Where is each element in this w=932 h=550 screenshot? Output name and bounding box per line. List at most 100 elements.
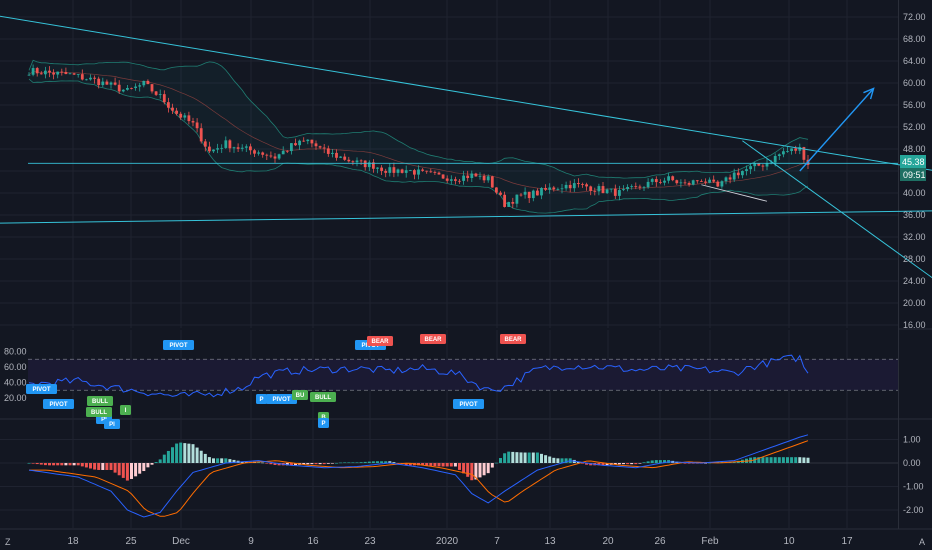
candle-body: [650, 179, 654, 182]
candle-body: [798, 147, 802, 151]
macd-histogram-bar: [433, 463, 437, 467]
x-tick-label: 7: [494, 536, 500, 547]
candle-body: [281, 150, 285, 155]
countdown-badge-value: 09:51: [903, 170, 926, 180]
candle-body: [44, 70, 47, 75]
macd-histogram-bar: [490, 463, 494, 468]
candle-body: [109, 82, 113, 85]
macd-histogram-bar: [121, 463, 125, 478]
macd-histogram-bar: [216, 458, 220, 463]
macd-histogram-bar: [408, 463, 412, 466]
candle-body: [208, 146, 211, 152]
candle-body: [568, 184, 572, 189]
signal-label-bg: [453, 399, 484, 409]
zoom-icon[interactable]: Z: [5, 537, 11, 547]
macd-histogram-bar: [646, 461, 650, 463]
candle-body: [85, 79, 88, 81]
candle-body: [326, 148, 330, 154]
x-tick-label: 20: [602, 536, 614, 547]
candle-body: [408, 170, 412, 171]
macd-histogram-bar: [552, 457, 556, 463]
candle-body: [499, 192, 502, 195]
macd-histogram-bar: [166, 450, 170, 463]
candle-body: [167, 102, 170, 108]
macd-histogram-bar: [154, 462, 158, 463]
macd-histogram-bar: [363, 461, 367, 463]
macd-histogram-bar: [786, 457, 789, 463]
candle-body: [236, 147, 240, 149]
macd-histogram-bar: [125, 463, 129, 481]
macd-histogram-bar: [232, 459, 236, 463]
macd-histogram-bar: [482, 463, 486, 476]
macd-histogram-bar: [453, 463, 457, 467]
candle-body: [757, 163, 761, 166]
candle-body: [413, 170, 416, 175]
candle-body: [449, 179, 453, 181]
macd-histogram-bar: [134, 463, 138, 477]
candle-body: [257, 152, 260, 154]
macd-histogram-bar: [371, 461, 375, 463]
candle-body: [232, 147, 236, 149]
candle-body: [691, 180, 695, 185]
macd-histogram-bar: [494, 462, 498, 464]
candle-body: [536, 190, 539, 196]
macd-histogram-bar: [380, 461, 384, 463]
macd-histogram-bar: [769, 457, 773, 463]
signal-label-bg: [87, 396, 113, 406]
candle-body: [392, 167, 396, 173]
candle-body: [154, 91, 158, 95]
price-tick-label: 48.00: [903, 144, 926, 154]
candle-body: [695, 180, 699, 182]
macd-histogram-bar: [687, 463, 691, 464]
macd-histogram-bar: [48, 463, 51, 466]
macd-histogram-bar: [72, 463, 76, 466]
candle-body: [175, 110, 178, 114]
candle-body: [454, 179, 457, 181]
signal-label-bear: BEAR: [371, 339, 389, 345]
macd-histogram-bar: [515, 452, 519, 463]
candle-body: [240, 147, 244, 149]
candle-body: [298, 140, 301, 146]
candle-body: [597, 186, 601, 192]
candle-body: [179, 113, 183, 118]
macd-histogram-bar: [130, 463, 133, 479]
candle-body: [437, 172, 441, 175]
signal-label-bg: [86, 407, 112, 417]
candle-body: [671, 176, 675, 181]
macd-histogram-bar: [781, 457, 785, 463]
candle-body: [396, 169, 400, 173]
macd-histogram-bar: [347, 462, 351, 464]
macd-pane[interactable]: [27, 434, 899, 518]
candle-body: [347, 159, 351, 162]
candle-body: [134, 86, 137, 89]
candle-body: [613, 188, 617, 196]
macd-histogram-bar: [732, 461, 736, 463]
macd-histogram-bar: [207, 457, 211, 463]
trendline: [0, 15, 932, 171]
candle-body: [367, 162, 371, 168]
macd-histogram-bar: [326, 463, 330, 464]
candle-body: [659, 182, 662, 183]
macd-histogram-bar: [175, 443, 179, 463]
macd-tick-label: -1.00: [903, 482, 924, 492]
candle-body: [564, 184, 568, 189]
macd-histogram-bar: [634, 463, 638, 465]
auto-scale-icon[interactable]: A: [919, 537, 925, 547]
candle-body: [203, 141, 207, 147]
candle-body: [470, 173, 474, 179]
macd-tick-label: -2.00: [903, 505, 924, 515]
candle-body: [244, 146, 248, 148]
macd-histogram-bar: [777, 457, 781, 463]
candle-body: [462, 175, 465, 181]
candle-body: [187, 115, 191, 122]
macd-histogram-bar: [294, 463, 297, 466]
macd-histogram-bar: [314, 463, 318, 465]
candle-body: [581, 184, 584, 185]
x-tick-label: Feb: [701, 536, 719, 547]
candle-body: [384, 170, 388, 173]
candle-body: [376, 167, 379, 169]
rsi-tick-label: 60.00: [4, 362, 27, 372]
candle-body: [150, 84, 154, 92]
